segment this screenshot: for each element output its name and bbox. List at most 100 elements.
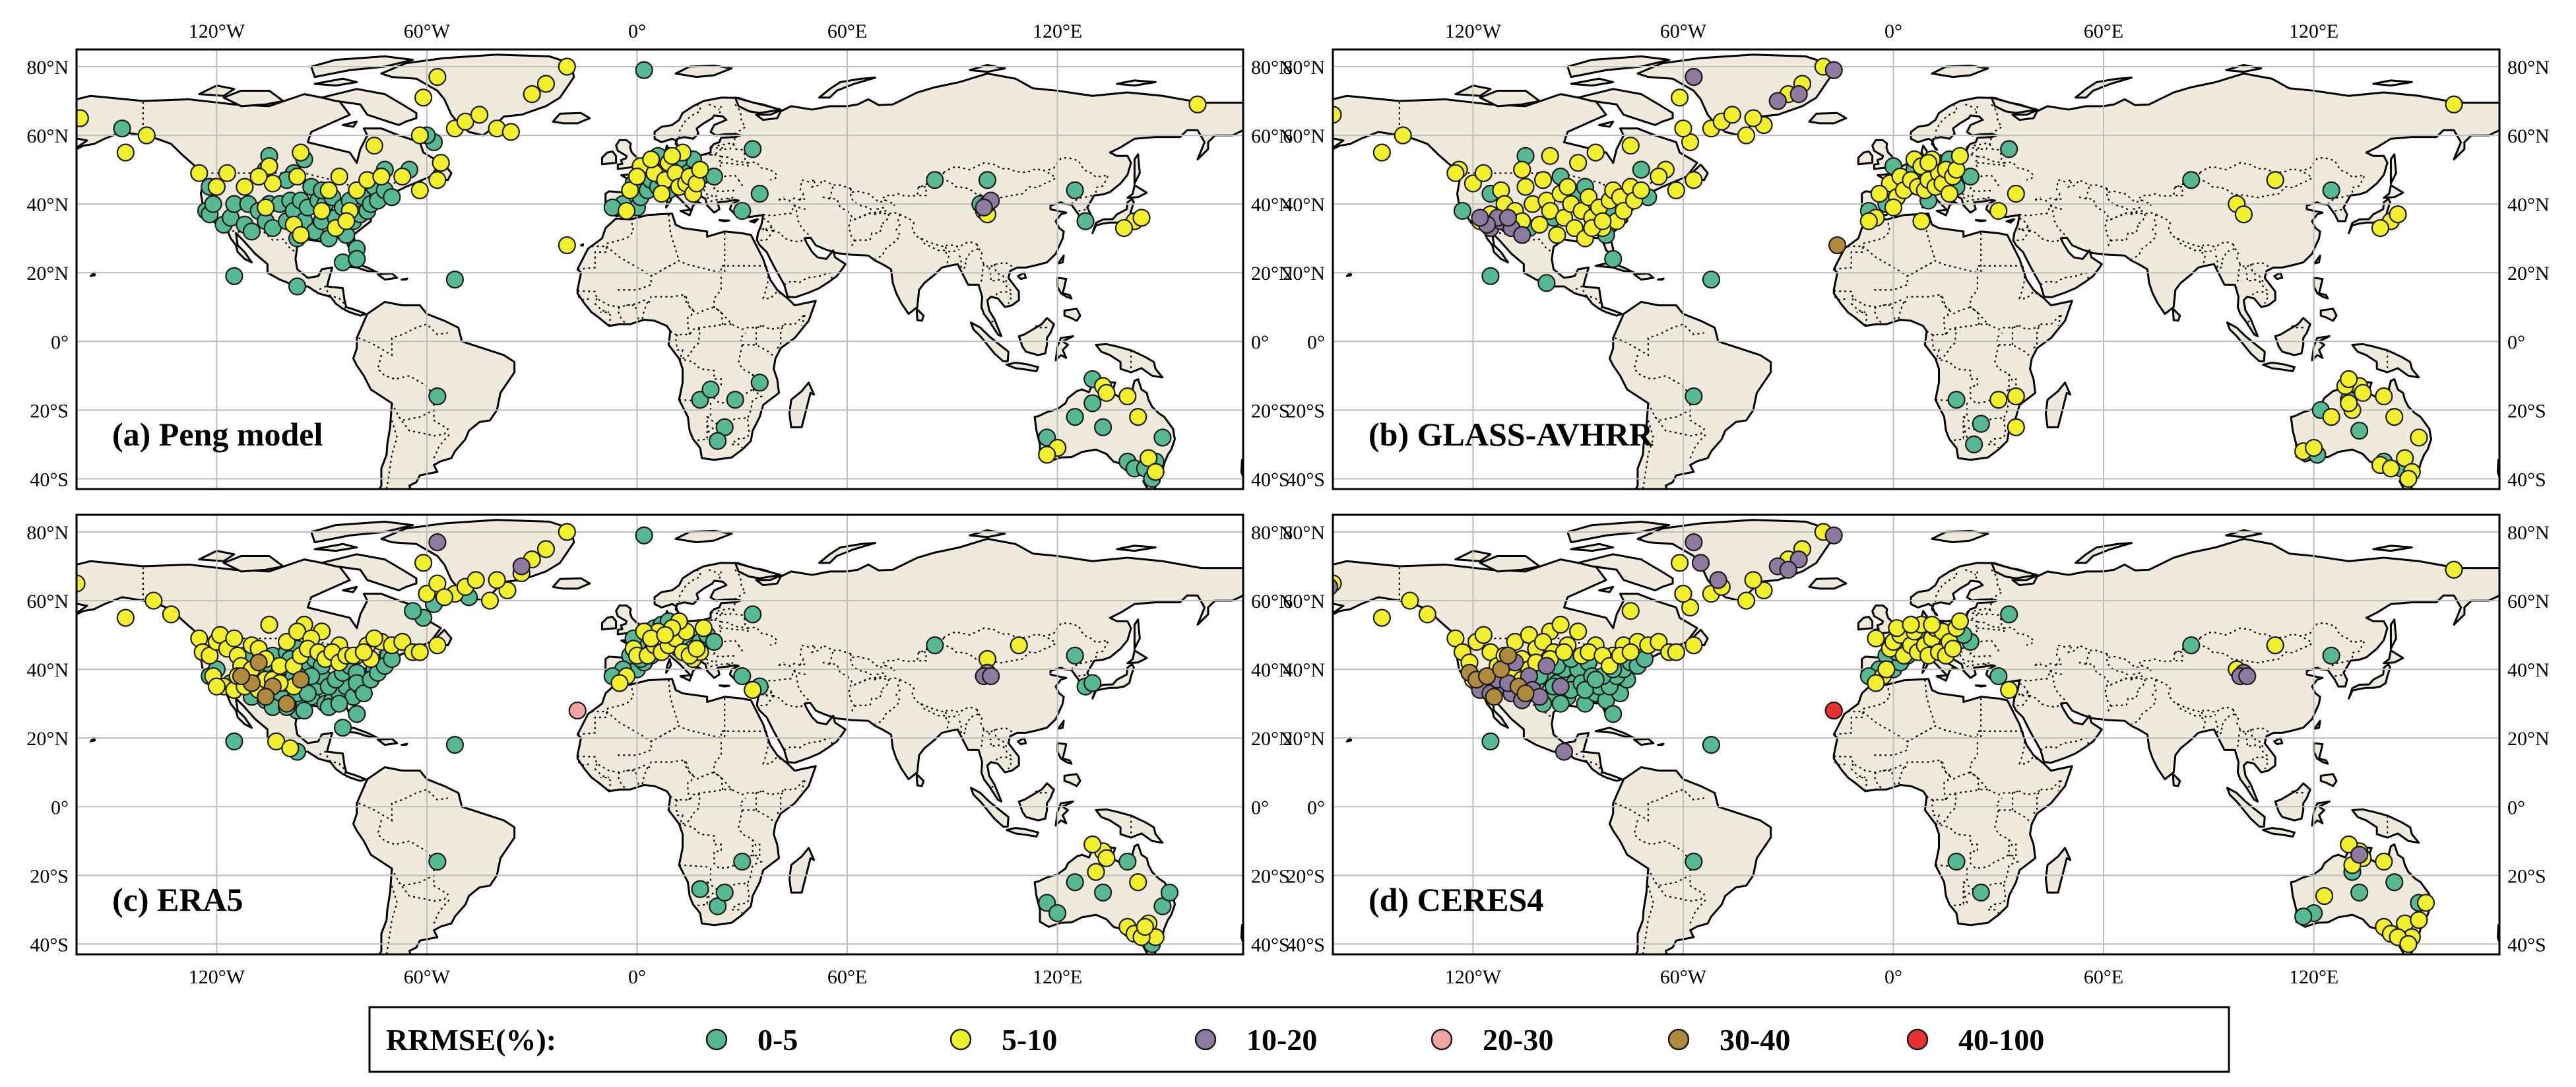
- station-markers: [1333, 57, 2463, 488]
- lat-tick-label: 0°: [2507, 331, 2525, 353]
- station-marker: [1685, 387, 1703, 406]
- station-marker: [653, 184, 671, 203]
- station-marker: [2238, 667, 2257, 686]
- station-marker: [2315, 886, 2334, 906]
- station-marker: [2389, 205, 2407, 224]
- station-marker: [1087, 863, 1105, 881]
- station-marker: [1394, 126, 1412, 145]
- station-marker: [470, 106, 489, 124]
- panel-title: (a) Peng model: [112, 416, 323, 453]
- station-marker: [1923, 615, 1941, 634]
- lat-tick-label: 60°N: [1283, 591, 1325, 612]
- station-marker: [536, 75, 556, 93]
- station-marker: [260, 615, 278, 634]
- station-marker: [1372, 143, 1391, 162]
- station-marker: [1586, 671, 1605, 689]
- station-marker: [435, 588, 454, 607]
- station-marker: [662, 147, 682, 165]
- station-marker: [1083, 394, 1102, 412]
- station-marker: [733, 667, 752, 686]
- station-markers: [1333, 523, 2463, 953]
- lon-tick-label: 120°E: [2289, 20, 2338, 42]
- panel-title: (c) ERA5: [112, 881, 243, 918]
- station-marker: [744, 140, 762, 158]
- station-marker: [383, 188, 401, 207]
- station-marker: [1038, 445, 1056, 464]
- lat-tick-label: 40°N: [1283, 659, 1325, 681]
- station-marker: [467, 571, 485, 589]
- station-marker: [2340, 394, 2358, 412]
- panel-title: (d) CERES4: [1368, 881, 1543, 918]
- station-marker: [1594, 212, 1612, 230]
- lat-tick-label: 80°N: [2507, 522, 2550, 544]
- station-marker: [1604, 249, 1623, 268]
- station-marker: [1498, 209, 1518, 227]
- lat-tick-label: 40°S: [2507, 934, 2546, 956]
- lat-tick-label: 0°: [1307, 331, 1325, 353]
- station-marker: [2266, 171, 2284, 189]
- station-marker: [1516, 684, 1535, 703]
- station-marker: [1950, 612, 1969, 630]
- station-marker: [1789, 85, 1808, 104]
- country-borders: [1400, 102, 2387, 499]
- station-marker: [726, 391, 744, 409]
- station-marker: [77, 109, 89, 127]
- station-marker: [1702, 271, 1721, 289]
- station-marker: [978, 171, 997, 189]
- station-marker: [744, 605, 762, 624]
- station-marker: [1972, 883, 1990, 902]
- station-marker: [1372, 609, 1391, 627]
- lon-tick-label: 60°W: [404, 966, 451, 988]
- station-marker: [232, 667, 251, 686]
- station-marker: [2371, 218, 2390, 238]
- station-marker: [1537, 657, 1556, 675]
- station-marker: [1129, 873, 1147, 892]
- legend-swatch: [1667, 1028, 1690, 1051]
- station-marker: [428, 171, 447, 189]
- station-marker: [116, 609, 135, 627]
- station-marker: [1551, 615, 1570, 634]
- station-marker: [1129, 408, 1147, 426]
- lon-tick-label: 120°E: [1033, 20, 1082, 42]
- station-marker: [1498, 646, 1518, 665]
- station-marker: [354, 643, 373, 661]
- station-marker: [1685, 533, 1703, 552]
- station-marker: [365, 137, 383, 155]
- station-marker: [2445, 560, 2463, 579]
- station-marker: [1513, 160, 1531, 179]
- panel-frame: [1332, 48, 2501, 490]
- station-marker: [1944, 640, 1962, 658]
- station-marker: [1919, 154, 1938, 172]
- station-marker: [744, 680, 762, 699]
- legend-title: RRMSE(%):: [386, 1023, 556, 1057]
- station-marker: [1559, 178, 1577, 196]
- station-marker: [292, 226, 310, 244]
- station-marker: [1485, 688, 1503, 706]
- station-marker: [2375, 387, 2393, 406]
- legend-label: 20-30: [1483, 1023, 1553, 1057]
- station-marker: [1870, 184, 1888, 203]
- station-marker: [1333, 578, 1339, 595]
- lat-tick-label: 40°S: [1251, 469, 1290, 490]
- station-marker: [1471, 209, 1489, 227]
- lat-tick-label: 20°S: [30, 400, 69, 422]
- lat-tick-label: 0°: [51, 797, 69, 818]
- station-marker: [701, 380, 720, 399]
- station-marker: [1401, 591, 1419, 610]
- station-marker: [1667, 181, 1685, 199]
- station-marker: [558, 523, 576, 541]
- station-marker: [1094, 883, 1112, 902]
- legend-swatch: [705, 1028, 728, 1051]
- station-marker: [558, 236, 576, 255]
- lon-tick-label: 0°: [628, 20, 646, 42]
- station-marker: [1685, 171, 1703, 189]
- lat-tick-label: 60°N: [1251, 125, 1293, 147]
- station-marker: [1048, 904, 1067, 923]
- station-marker: [2375, 852, 2393, 871]
- station-marker: [2385, 873, 2404, 892]
- legend-label: 0-5: [757, 1023, 798, 1057]
- lat-tick-label: 60°N: [2507, 591, 2550, 612]
- station-marker: [2000, 680, 2018, 699]
- station-marker: [1702, 736, 1721, 754]
